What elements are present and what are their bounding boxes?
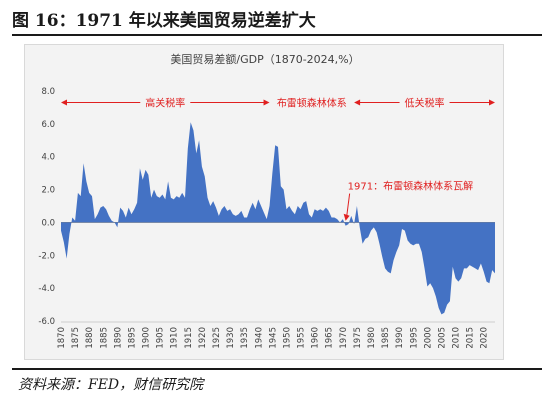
y-tick-label: -4.0 [38,284,55,294]
y-tick-label: 2.0 [41,186,55,196]
y-tick-label: 4.0 [41,153,55,163]
annotation-label: 1971：布雷顿森林体系瓦解 [348,180,473,193]
regime-label-bg [270,95,354,109]
regime-arrow-left-icon [354,99,361,106]
regime-arrow-left-icon [61,99,67,106]
figure-title: 图 16：1971 年以来美国贸易逆差扩大 [12,11,316,31]
x-tick-label: 1970 [339,327,349,349]
x-tick-label: 1925 [212,327,222,349]
regime-label: 布雷顿森林体系 [277,97,347,110]
x-tick-label: 1895 [127,327,137,349]
x-tick-label: 1950 [282,327,292,349]
annotation-arrow-icon [343,213,350,221]
x-tick-label: 2015 [466,327,476,349]
x-tick-label: 1880 [85,327,95,349]
chart-panel: 美国贸易差额/GDP（1870-2024,%） 8.0 6.0 4.0 2.0 0.0 -… [24,44,504,360]
x-tick-label: 1910 [170,327,180,349]
x-tick-label: 1965 [325,327,335,349]
x-tick-label: 2010 [452,327,462,349]
regime-label: 高关税率 [145,97,185,110]
chart-title: 美国贸易差额/GDP（1870-2024,%） [170,52,359,66]
x-tick-label: 1995 [409,327,419,349]
x-tick-label: 1890 [113,327,123,349]
regime-arrow-right-icon [489,99,495,106]
x-axis: 1870 1875 1880 1885 1890 1895 1900 1905 1910 1915… [57,222,495,349]
x-tick-label: 2000 [423,327,433,349]
y-axis: 8.0 6.0 4.0 2.0 0.0 -2.0 -4.0 -6.0 [38,87,55,327]
regime-markers: 高关税率 布雷顿森林体系 低关税率 [61,95,495,110]
y-tick-label: 8.0 [41,87,55,97]
x-tick-label: 1980 [367,327,377,349]
x-tick-label: 1900 [142,327,152,349]
x-tick-label: 1990 [395,327,405,349]
x-tick-label: 2020 [480,327,490,349]
x-tick-label: 1930 [226,327,236,349]
trade-balance-chart: 美国贸易差额/GDP（1870-2024,%） 8.0 6.0 4.0 2.0 0.0 -… [38,52,495,349]
annotation-leader [346,193,351,217]
x-tick-label: 1870 [57,327,67,349]
source-note: 资料来源：FED，财信研究院 [18,377,204,393]
x-tick-label: 1940 [254,327,264,349]
y-tick-label: -6.0 [38,317,55,327]
x-tick-label: 1920 [198,327,208,349]
annotations: 1971：布雷顿森林体系瓦解 [343,180,473,221]
x-tick-label: 1885 [99,327,109,349]
top-rule [12,34,542,36]
y-tick-label: 6.0 [41,120,55,130]
regime-label-bg [399,95,450,109]
x-tick-label: 1975 [353,327,363,349]
x-tick-label: 1905 [156,327,166,349]
x-tick-label: 1960 [311,327,321,349]
regime-label-bg [140,95,191,109]
x-tick-label: 1955 [297,327,307,349]
y-tick-label: -2.0 [38,251,55,261]
x-tick-label: 1935 [240,327,250,349]
x-tick-label: 1875 [71,327,81,349]
x-tick-label: 1985 [381,327,391,349]
x-tick-label: 1915 [184,327,194,349]
series-area [61,122,495,315]
y-tick-label: 0.0 [41,218,55,228]
x-tick-label: 2005 [437,327,447,349]
regime-label: 低关税率 [405,97,445,110]
regime-arrow-right-icon [263,99,270,106]
bottom-rule [12,368,542,370]
x-tick-label: 1945 [268,327,278,349]
trade-balance-area [61,122,495,315]
